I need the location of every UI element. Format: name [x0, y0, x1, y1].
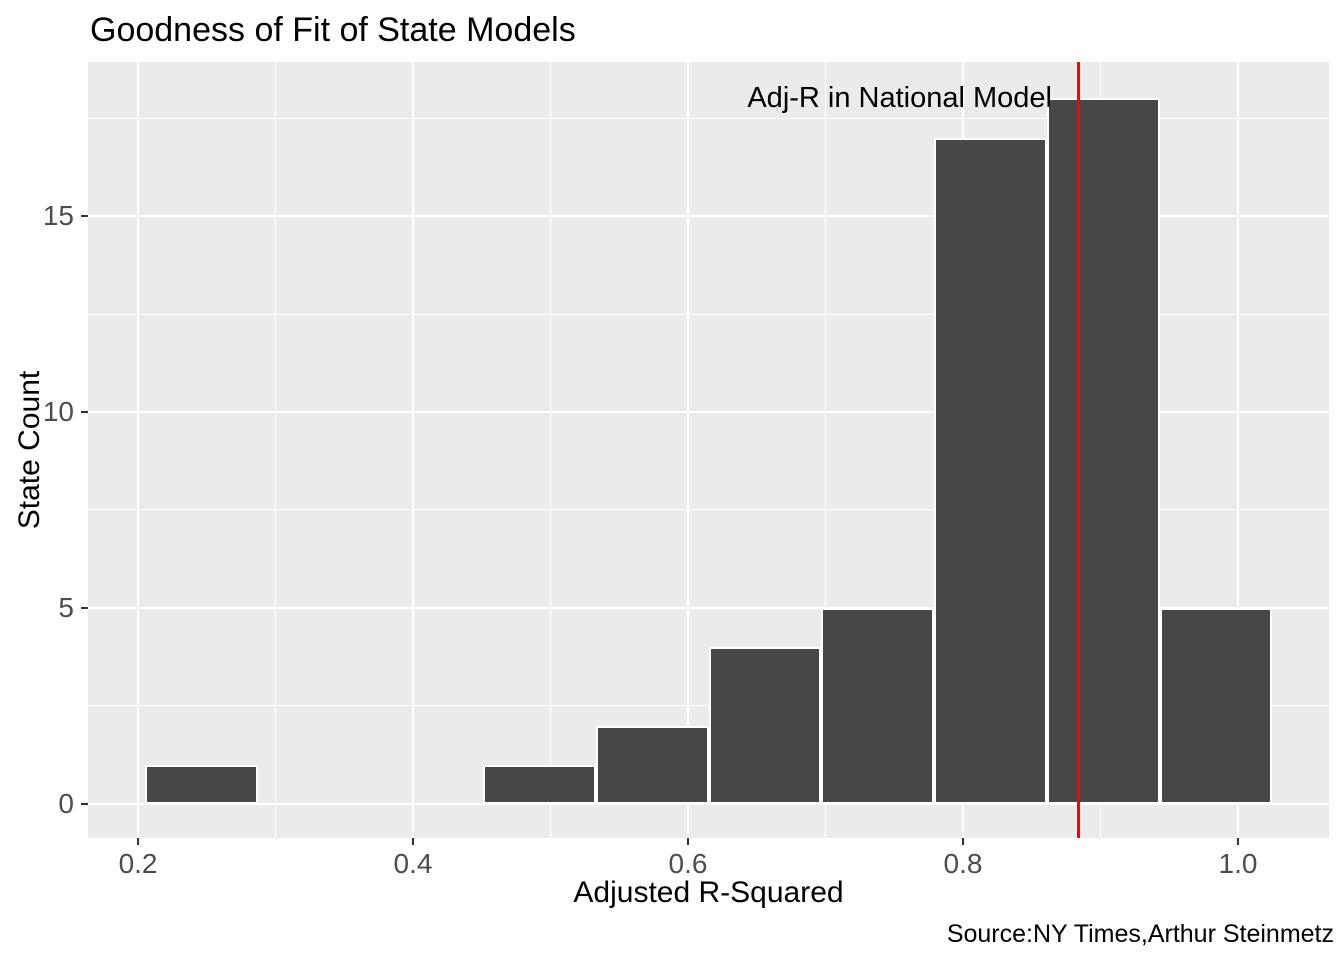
y-tick-mark	[81, 802, 88, 805]
y-tick-label: 5	[58, 591, 74, 623]
y-major-gridline	[88, 215, 1329, 218]
x-tick-label: 0.2	[118, 848, 158, 879]
x-tick-mark	[961, 838, 964, 845]
y-major-gridline	[88, 606, 1329, 609]
x-major-gridline	[1236, 62, 1239, 838]
y-tick-label: 15	[42, 200, 74, 232]
y-tick-mark	[81, 410, 88, 413]
histogram-bar	[934, 137, 1047, 804]
y-major-gridline	[88, 410, 1329, 413]
x-minor-gridline	[275, 62, 277, 838]
x-major-gridline	[412, 62, 415, 838]
reference-vline	[1076, 62, 1080, 838]
histogram-bar	[144, 764, 258, 804]
x-minor-gridline	[550, 62, 552, 838]
plot-panel	[88, 62, 1329, 838]
x-minor-gridline	[825, 62, 826, 838]
y-minor-gridline	[88, 313, 1329, 315]
y-minor-gridline	[88, 117, 1329, 119]
x-tick-label: 0.8	[943, 848, 983, 879]
y-minor-gridline	[88, 705, 1329, 707]
histogram-bar	[595, 725, 709, 804]
chart-title: Goodness of Fit of State Models	[90, 11, 576, 49]
x-tick-mark	[687, 838, 689, 845]
histogram-bar	[1046, 98, 1160, 804]
x-tick-label: 0.4	[393, 848, 433, 879]
histogram-bar	[708, 647, 822, 804]
x-tick-mark	[137, 838, 140, 845]
histogram-bar	[1159, 607, 1273, 804]
y-tick-mark	[81, 215, 88, 218]
x-tick-label: 0.6	[668, 848, 708, 879]
y-major-gridline	[88, 802, 1329, 805]
y-tick-label: 10	[42, 395, 74, 427]
x-tick-mark	[1236, 838, 1239, 845]
y-minor-gridline	[88, 509, 1329, 511]
histogram-bar	[821, 607, 935, 804]
x-axis-title: Adjusted R-Squared	[573, 876, 844, 909]
vline-annotation: Adj-R in National Model	[747, 82, 1052, 114]
x-tick-label: 1.0	[1218, 848, 1258, 879]
x-tick-mark	[412, 838, 415, 845]
histogram-bar	[483, 764, 596, 804]
x-major-gridline	[687, 62, 689, 838]
y-tick-mark	[81, 606, 88, 609]
x-major-gridline	[137, 62, 140, 838]
source-caption: Source:NY Times,Arthur Steinmetz	[946, 920, 1334, 948]
y-tick-label: 0	[58, 787, 74, 819]
